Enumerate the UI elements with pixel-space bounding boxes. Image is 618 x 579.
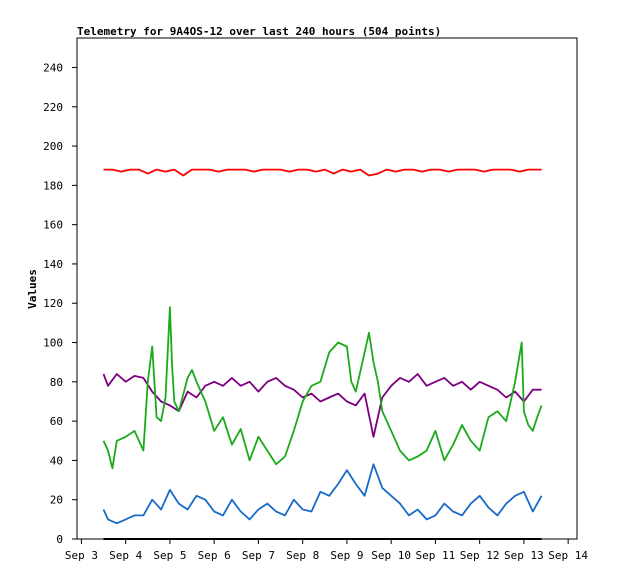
x-tick-label: Sep 9 [330,549,363,562]
series-line-3 [102,306,543,470]
x-tick-label: Sep 10 [371,549,411,562]
x-tick-label: Sep 5 [153,549,186,562]
y-tick-label: 40 [50,454,63,467]
x-tick-label: Sep 8 [286,549,319,562]
y-tick-label: 20 [50,494,63,507]
series-line-1 [103,168,542,177]
y-tick-label: 200 [43,140,63,153]
y-tick-label: 240 [43,61,63,74]
y-tick-label: 220 [43,101,63,114]
x-tick-label: Sep 7 [242,549,275,562]
y-tick-label: 0 [56,533,63,546]
y-tick-label: 100 [43,337,63,350]
y-tick-label: 160 [43,219,63,232]
y-tick-label: 80 [50,376,63,389]
x-tick-label: Sep 13 [504,549,544,562]
y-tick-label: 60 [50,415,63,428]
y-tick-label: 180 [43,179,63,192]
chart-title: Telemetry for 9A4OS-12 over last 240 hou… [77,25,441,38]
x-tick-label: Sep 6 [198,549,231,562]
plot-area [76,37,578,540]
series-layer [102,168,543,540]
x-tick-label: Sep 3 [65,549,98,562]
series-line-4 [102,463,543,525]
y-tick-label: 140 [43,258,63,271]
x-tick-label: Sep 12 [460,549,500,562]
series-line-2 [102,373,542,438]
x-tick-label: Sep 4 [109,549,142,562]
x-tick-label: Sep 14 [548,549,588,562]
y-axis-label: Values [26,269,39,309]
x-tick-label: Sep 11 [416,549,456,562]
axis-ticks: 0 20 40 60 80 100 120 140 160 180 200 220 240 Sep 3 Se… [43,61,588,562]
y-tick-label: 120 [43,297,63,310]
